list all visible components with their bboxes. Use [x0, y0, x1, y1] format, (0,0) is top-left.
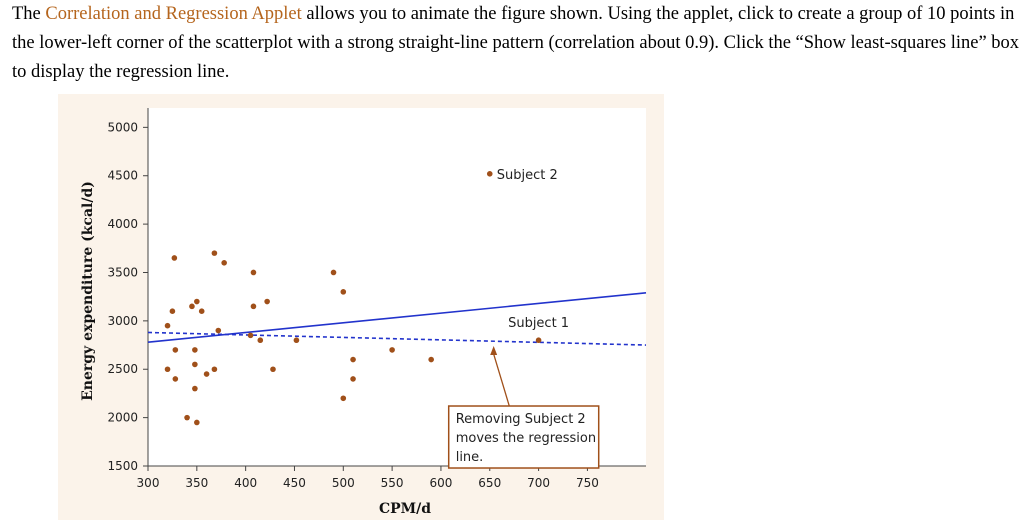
scatterplot-chart: 1500 2000 2500 3000 3500 4000 4500 5000 300 350 40… [80, 108, 647, 517]
y-tick-label: 3500 [107, 265, 138, 279]
data-point [171, 255, 178, 261]
x-tick-label: 450 [283, 476, 306, 490]
x-tick-label: 400 [234, 476, 257, 490]
data-point [350, 356, 356, 363]
data-point [350, 376, 356, 382]
subject-2-point [486, 170, 493, 177]
intro-paragraph: The Correlation and Regression Applet al… [12, 0, 1020, 87]
figure-panel: 1500 2000 2500 3000 3500 4000 4500 5000 300 350 40… [58, 94, 664, 520]
annotation-arrow-head [490, 346, 498, 356]
annotation-text-line: Removing Subject 2 [456, 412, 586, 427]
annotation-text-line: line. [456, 450, 484, 465]
data-point [184, 414, 190, 421]
data-point [211, 250, 218, 256]
x-axis-title: CPM/d [379, 501, 431, 517]
y-tick-label: 2500 [107, 362, 138, 376]
regression-line-with-subject-2 [147, 292, 647, 343]
data-point [293, 337, 300, 344]
subject-1-label: Subject 1 [508, 316, 569, 331]
intro-text-start: The [12, 4, 46, 24]
x-tick-label: 350 [185, 476, 208, 490]
data-point [192, 347, 198, 353]
data-point [257, 337, 264, 344]
subject-1-point [535, 337, 542, 344]
data-point [192, 385, 198, 392]
data-point [340, 289, 347, 295]
data-point [164, 366, 171, 373]
data-point [221, 260, 227, 266]
annotation-box [447, 405, 600, 469]
data-point [203, 371, 210, 377]
x-tick-label: 750 [576, 476, 599, 490]
x-tick-label: 600 [429, 476, 452, 490]
annotation-text-line: moves the regression [456, 431, 596, 446]
subject-2-label: Subject 2 [497, 168, 558, 183]
data-point [164, 322, 171, 329]
data-point [428, 356, 434, 363]
data-point [340, 395, 347, 402]
x-tick-label: 500 [332, 476, 355, 490]
data-point [264, 298, 270, 305]
data-point [198, 308, 205, 314]
data-point [189, 303, 195, 310]
x-tick-label: 550 [381, 476, 404, 490]
data-point [169, 308, 176, 314]
data-point [247, 332, 254, 339]
data-point [215, 327, 222, 334]
y-tick-label: 4000 [107, 217, 138, 231]
x-tick-label: 650 [478, 476, 501, 490]
y-tick-label: 5000 [107, 120, 138, 134]
y-tick-label: 4500 [107, 169, 138, 183]
data-point [211, 366, 218, 373]
data-point [270, 366, 276, 373]
regression-line-without-subject-2 [147, 331, 647, 346]
intro-text-rest: allows you to animate the figure shown. … [12, 4, 1020, 82]
data-point [172, 347, 179, 353]
data-point [194, 298, 200, 305]
data-point [192, 361, 198, 368]
x-tick-label: 700 [527, 476, 550, 490]
y-tick-label: 2000 [107, 411, 138, 425]
data-point [194, 419, 200, 426]
data-point [330, 269, 337, 276]
data-point [389, 347, 395, 353]
data-point [172, 376, 179, 382]
y-tick-label: 1500 [107, 459, 138, 473]
applet-link[interactable]: Correlation and Regression Applet [45, 4, 302, 24]
y-tick-label: 3000 [107, 314, 138, 328]
annotation-arrow-shaft [493, 353, 510, 407]
data-point [250, 303, 257, 310]
x-tick-label: 300 [137, 476, 160, 490]
y-axis-title: Energy expenditure (kcal/d) [80, 181, 96, 401]
data-point [250, 269, 257, 276]
